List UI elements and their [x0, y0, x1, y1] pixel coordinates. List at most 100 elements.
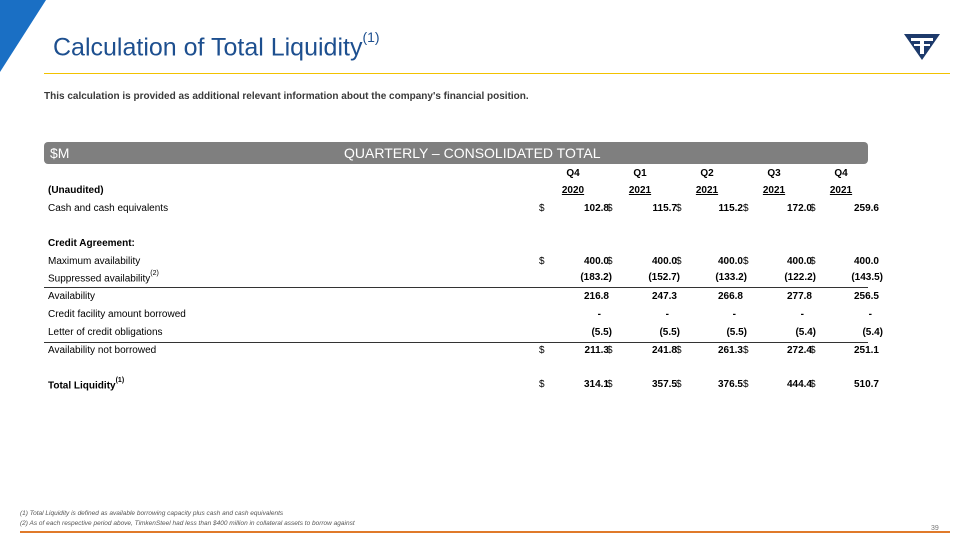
cell-value: (5.5): [591, 327, 612, 338]
title-divider: [44, 73, 950, 74]
currency-symbol: $: [810, 379, 816, 390]
cell-value: 400.0: [786, 256, 812, 267]
currency-symbol: $: [676, 345, 682, 356]
section-label: Credit Agreement:: [48, 238, 135, 249]
footnote: (1) Total Liquidity is defined as availa…: [20, 510, 284, 517]
cell-value: 400.0: [583, 256, 609, 267]
cell-value: (5.5): [726, 327, 747, 338]
currency-symbol: $: [676, 256, 682, 267]
currency-symbol: $: [539, 345, 545, 356]
table-row-letter-of-credit: Letter of credit obligations (5.5) (5.5)…: [48, 326, 883, 342]
table-divider: [44, 287, 868, 288]
row-label: Suppressed availability(2): [48, 270, 159, 285]
currency-symbol: $: [810, 345, 816, 356]
currency-symbol: $: [607, 345, 613, 356]
corner-accent: [0, 0, 46, 72]
table-divider: [44, 342, 868, 343]
cell-value: 272.4: [786, 345, 812, 356]
row-label: Total Liquidity(1): [48, 377, 125, 392]
table-row-borrowed: Credit facility amount borrowed - - - - …: [48, 308, 872, 324]
cell-value: 400.0: [717, 256, 743, 267]
currency-symbol: $: [743, 379, 749, 390]
row-label: Maximum availability: [48, 256, 141, 267]
table-header-bar: $M QUARTERLY – CONSOLIDATED TOTAL: [44, 142, 868, 164]
cell-value: 115.2: [718, 203, 743, 214]
unaudited-label: (Unaudited): [48, 185, 104, 196]
col-header-quarter: Q4: [834, 168, 848, 179]
row-label: Availability not borrowed: [48, 345, 157, 356]
cell-value: 216.8: [583, 291, 609, 302]
footnote: (2) As of each respective period above, …: [20, 520, 355, 527]
cell-value: 256.5: [853, 291, 879, 302]
col-header-quarter: Q1: [633, 168, 647, 179]
currency-symbol: $: [676, 203, 682, 214]
currency-symbol: $: [676, 379, 682, 390]
cell-value: 266.8: [717, 291, 743, 302]
currency-symbol: $: [539, 203, 545, 214]
row-label: Cash and cash equivalents: [48, 203, 169, 214]
cell-value: 172.0: [786, 203, 812, 214]
cell-value: 400.0: [853, 256, 879, 267]
col-header-year: 2021: [628, 185, 652, 196]
cell-value: (133.2): [715, 272, 747, 283]
row-label: Credit facility amount borrowed: [48, 309, 186, 320]
page-title: Calculation of Total Liquidity(1): [53, 29, 380, 62]
currency-symbol: $: [607, 256, 613, 267]
cell-value: 400.0: [651, 256, 677, 267]
cell-value: 251.1: [853, 345, 879, 356]
cell-value: 247.3: [651, 291, 677, 302]
cell-value: -: [665, 309, 669, 320]
currency-symbol: $: [539, 256, 545, 267]
table-row-suppressed: Suppressed availability(2) (183.2) (152.…: [48, 270, 883, 287]
currency-symbol: $: [810, 203, 816, 214]
currency-symbol: $: [743, 345, 749, 356]
cell-value: 241.8: [651, 345, 677, 356]
table-row-cash: Cash and cash equivalents $ 102.8 $ 115.…: [48, 202, 879, 218]
cell-value: 314.1: [583, 379, 609, 390]
table-group-title: QUARTERLY – CONSOLIDATED TOTAL: [344, 145, 601, 161]
cell-value: -: [732, 309, 736, 320]
cell-value: 277.8: [786, 291, 812, 302]
cell-value: 357.5: [651, 379, 677, 390]
currency-symbol: $: [810, 256, 816, 267]
cell-value: -: [800, 309, 804, 320]
cell-value: 444.4: [786, 379, 812, 390]
currency-symbol: $: [743, 256, 749, 267]
table-row: (Unaudited): [48, 184, 868, 200]
cell-value: (143.5): [851, 272, 883, 283]
col-header-year: 2021: [829, 185, 853, 196]
cell-value: (5.5): [659, 327, 680, 338]
cell-value: (122.2): [784, 272, 816, 283]
cell-value: (183.2): [580, 272, 612, 283]
cell-value: -: [597, 309, 601, 320]
footer-divider: [20, 531, 950, 533]
table-row-not-borrowed: Availability not borrowed $ 211.3 $ 241.…: [48, 344, 879, 360]
company-logo-icon: [904, 34, 940, 60]
cell-value: 376.5: [717, 379, 743, 390]
page-subtitle: This calculation is provided as addition…: [44, 91, 529, 102]
col-header-quarter: Q4: [566, 168, 580, 179]
col-header-quarter: Q3: [767, 168, 781, 179]
row-label: Letter of credit obligations: [48, 327, 163, 338]
page-number: 39: [931, 525, 939, 532]
col-header-year: 2021: [695, 185, 719, 196]
currency-symbol: $: [607, 379, 613, 390]
cell-value: (152.7): [648, 272, 680, 283]
table-row-availability: Availability 216.8 247.3 266.8 277.8 256…: [48, 290, 879, 306]
cell-value: 115.7: [652, 203, 677, 214]
cell-value: -: [868, 309, 872, 320]
cell-value: 510.7: [853, 379, 879, 390]
row-label: Availability: [48, 291, 96, 302]
cell-value: (5.4): [862, 327, 883, 338]
col-header-year: 2020: [561, 185, 585, 196]
col-header-quarter: Q2: [700, 168, 714, 179]
cell-value: (5.4): [795, 327, 816, 338]
col-header-year: 2021: [762, 185, 786, 196]
table-row-total-liquidity: Total Liquidity(1) $ 314.1 $ 357.5 $ 376…: [48, 377, 879, 394]
cell-value: 102.8: [583, 203, 609, 214]
unit-label: $M: [50, 145, 70, 161]
footnotes: (1) Total Liquidity is defined as availa…: [20, 509, 355, 529]
currency-symbol: $: [743, 203, 749, 214]
currency-symbol: $: [539, 379, 545, 390]
cell-value: 261.3: [717, 345, 743, 356]
